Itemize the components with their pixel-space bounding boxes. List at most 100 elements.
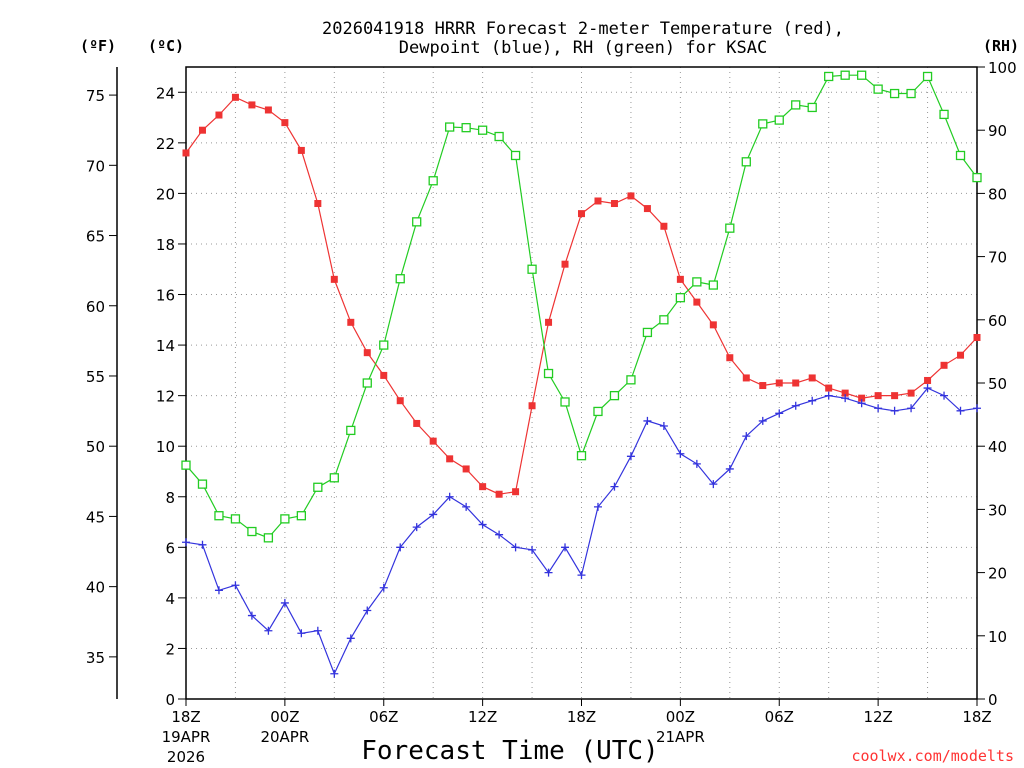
dewpoint-point [528, 545, 537, 554]
rh-tick-label: 50 [988, 375, 1007, 393]
temperature-point [198, 126, 206, 134]
rh-tick-label: 70 [988, 249, 1007, 267]
temperature-point [726, 354, 734, 362]
temperature-point [907, 389, 915, 397]
x-tick-label: 18Z [567, 708, 596, 726]
temperature-point [610, 200, 618, 208]
dewpoint-point [593, 502, 602, 511]
celsius-tick-label: 24 [156, 84, 175, 102]
rh-point [659, 315, 669, 325]
temperature-point [281, 119, 289, 127]
temperature-point [676, 275, 684, 283]
celsius-tick-label: 8 [165, 489, 175, 507]
temperature-point [363, 349, 371, 357]
rh-point [346, 425, 356, 436]
temperature-point [874, 392, 882, 400]
fahrenheit-tick-label: 50 [86, 438, 105, 456]
temperature-point [973, 333, 981, 341]
rh-point [296, 511, 307, 521]
temperature-point [891, 392, 899, 400]
temperature-point [957, 351, 965, 359]
temperature-point [479, 483, 487, 491]
rh-unit-label: (RH) [983, 37, 1019, 55]
dewpoint-point [462, 502, 471, 511]
dewpoint-point [363, 606, 372, 615]
temperature-point [594, 197, 602, 205]
temperature-series [182, 93, 981, 498]
rh-point [922, 71, 933, 82]
dewpoint-point [659, 421, 668, 430]
dewpoint-point [330, 669, 339, 678]
temperature-point [314, 200, 322, 208]
temperature-point [248, 101, 256, 109]
rh-point [510, 150, 521, 161]
temperature-point [413, 419, 421, 427]
rh-tick-label: 90 [988, 122, 1007, 140]
rh-point [840, 70, 850, 80]
temperature-point [578, 210, 585, 218]
rh-point [791, 100, 801, 110]
dewpoint-line [185, 387, 978, 676]
rh-point [807, 102, 817, 113]
dewpoint-point [198, 540, 207, 549]
rh-point [774, 115, 784, 125]
temperature-point [660, 222, 668, 230]
dewpoint-point [808, 396, 817, 405]
rh-point [445, 122, 455, 132]
dewpoint-point [626, 452, 635, 461]
dewpoint-series [182, 384, 981, 678]
celsius-tick-label: 12 [156, 388, 175, 406]
rh-point [527, 264, 537, 274]
dewpoint-point [264, 626, 273, 635]
dewpoint-point [396, 543, 405, 552]
temperature-point [545, 318, 553, 326]
data-series [181, 70, 982, 678]
rh-point [708, 280, 718, 290]
temperature-point [396, 397, 404, 405]
celsius-tick-label: 18 [156, 236, 175, 254]
rh-point [906, 88, 916, 99]
fahrenheit-tick-label: 55 [86, 368, 105, 386]
rh-point [494, 131, 504, 142]
dewpoint-point [379, 583, 388, 592]
rh-point [412, 217, 422, 227]
dewpoint-point [742, 432, 751, 441]
rh-point [477, 125, 488, 135]
temperature-point [380, 371, 388, 379]
rh-point [247, 526, 257, 537]
temperature-point [182, 149, 190, 157]
dewpoint-point [956, 406, 965, 415]
x-axis-label: Forecast Time (UTC) [361, 736, 658, 766]
dewpoint-point [775, 409, 784, 418]
x-tick-date-label: 20APR [260, 728, 309, 746]
dewpoint-point [495, 530, 504, 539]
dewpoint-point [824, 391, 833, 400]
x-tick-date-label: 21APR [656, 728, 705, 746]
temperature-point [330, 275, 338, 283]
rh-point [379, 340, 389, 350]
rh-point [741, 157, 751, 167]
dewpoint-point [725, 464, 734, 473]
dewpoint-point [445, 492, 454, 501]
temperature-point [841, 389, 849, 397]
rh-tick-label: 100 [988, 59, 1017, 77]
dewpoint-point [247, 611, 256, 620]
temperature-point [924, 376, 932, 384]
rh-series [181, 70, 982, 543]
temperature-point [775, 379, 783, 387]
rh-tick-label: 20 [988, 565, 1007, 583]
dewpoint-point [692, 459, 701, 468]
dewpoint-point [841, 394, 850, 403]
rh-tick-label: 30 [988, 501, 1007, 519]
temperature-line [185, 96, 978, 495]
dewpoint-point [758, 416, 767, 425]
temperature-point [297, 146, 305, 154]
temperature-point [693, 298, 701, 306]
dewpoint-point [478, 520, 487, 529]
x-tick-label: 00Z [270, 708, 299, 726]
rh-tick-label: 10 [988, 628, 1007, 646]
rh-point [873, 84, 883, 94]
fahrenheit-unit-label: (ºF) [80, 37, 116, 55]
rh-point [626, 375, 636, 385]
